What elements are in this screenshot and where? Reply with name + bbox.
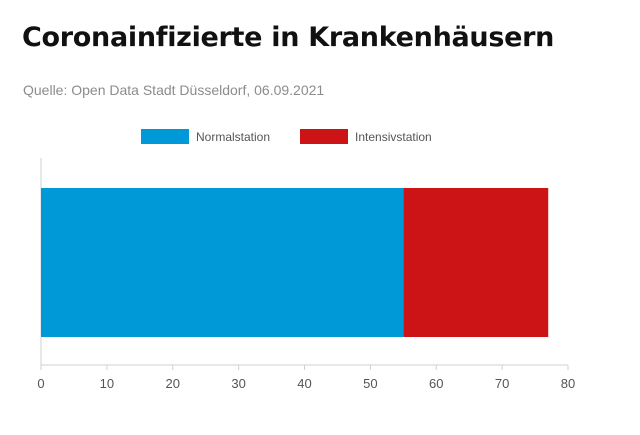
x-tick-label-60: 60 <box>429 376 443 391</box>
bar-normalstation[interactable] <box>41 188 404 337</box>
legend-swatch-normalstation <box>141 129 189 144</box>
legend-swatch-intensivstation <box>300 129 348 144</box>
x-tick-label-30: 30 <box>231 376 245 391</box>
legend-label-intensivstation: Intensivstation <box>355 129 432 144</box>
source-note: Quelle: Open Data Stadt Düsseldorf, 06.0… <box>23 82 325 98</box>
legend-item-normalstation[interactable]: Normalstation <box>141 129 270 144</box>
bar-intensivstation[interactable] <box>403 188 549 337</box>
chart-legend: Normalstation Intensivstation <box>0 129 640 149</box>
x-tick-label-20: 20 <box>166 376 180 391</box>
x-tick-label-70: 70 <box>495 376 509 391</box>
chart-title: Coronainfizierte in Krankenhäusern <box>22 22 555 53</box>
x-tick-label-40: 40 <box>297 376 311 391</box>
legend-label-normalstation: Normalstation <box>196 129 271 144</box>
x-tick-label-0: 0 <box>37 376 44 391</box>
x-tick-label-10: 10 <box>100 376 114 391</box>
x-tick-label-50: 50 <box>363 376 377 391</box>
x-tick-label-80: 80 <box>561 376 575 391</box>
legend-item-intensivstation[interactable]: Intensivstation <box>300 129 432 144</box>
